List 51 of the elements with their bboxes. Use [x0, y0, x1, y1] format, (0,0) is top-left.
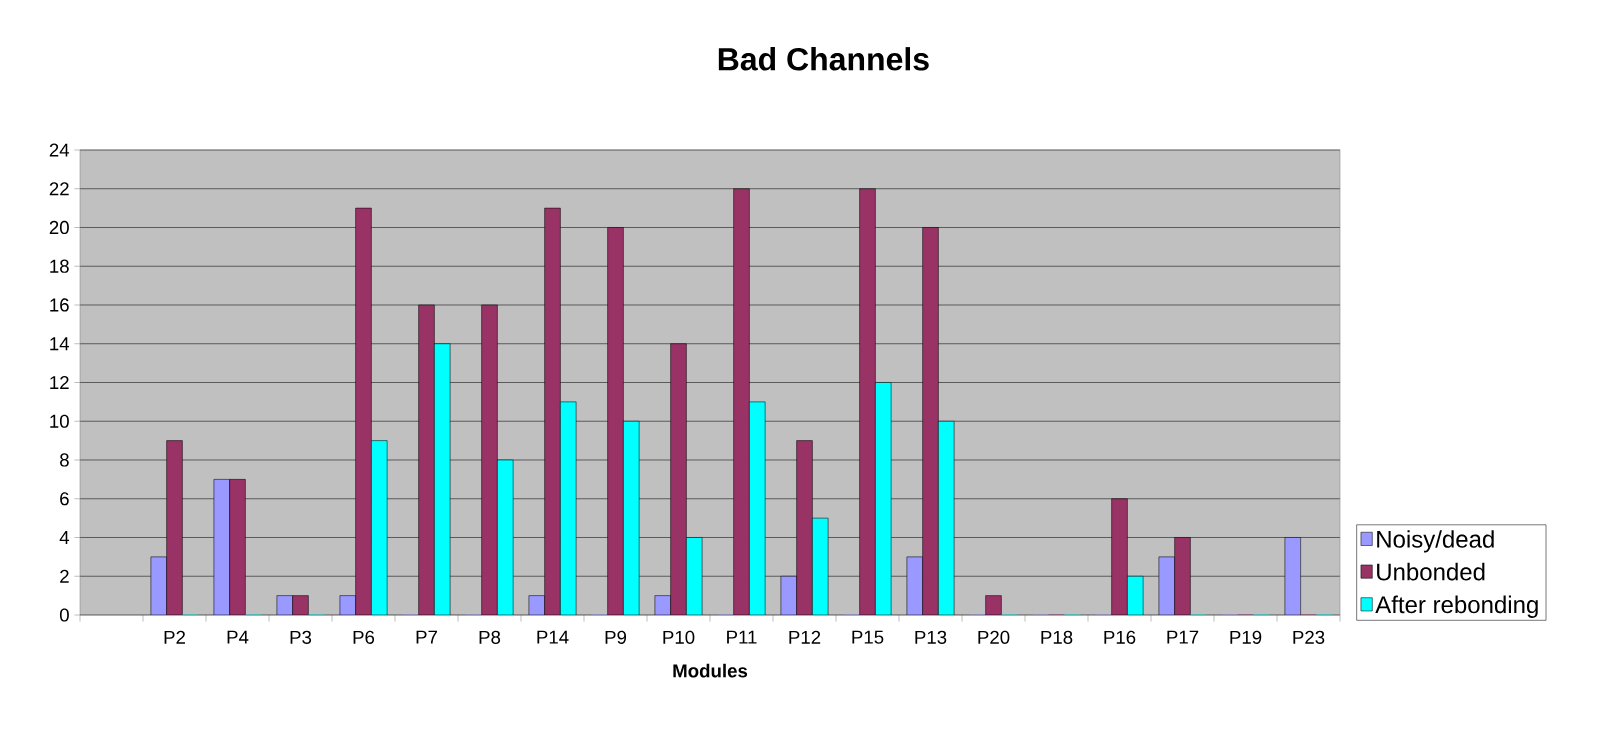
y-tick-label: 22 [49, 182, 69, 196]
x-tick-label: P18 [1041, 630, 1073, 644]
x-tick-label: P2 [164, 630, 185, 644]
bar [1174, 537, 1191, 615]
bar [607, 227, 624, 615]
bar [355, 207, 372, 615]
bar [796, 440, 813, 615]
x-tick-label: P8 [479, 630, 501, 644]
y-tick-label: 18 [50, 259, 69, 273]
bar [733, 188, 750, 615]
x-tick-label: P4 [227, 630, 249, 644]
y-tick-label: 6 [60, 492, 69, 506]
chart-title: Bad Channels [718, 47, 929, 71]
y-tick-label: 10 [50, 414, 69, 428]
x-tick-label: P10 [663, 630, 695, 644]
x-tick-label: P19 [1230, 630, 1262, 644]
bar [544, 207, 561, 615]
x-tick-label: P14 [537, 630, 569, 644]
x-tick-label: P15 [852, 630, 884, 644]
y-tick-label: 2 [60, 569, 69, 583]
bar [166, 440, 183, 615]
bar [859, 188, 876, 615]
x-tick-label: P23 [1293, 630, 1325, 644]
x-tick-label: P11 [727, 630, 757, 644]
y-tick-label: 24 [49, 143, 70, 157]
x-tick-label: P12 [789, 630, 821, 644]
x-tick-label: P7 [416, 630, 437, 644]
y-tick-label: 4 [59, 531, 70, 544]
x-tick-label: P3 [290, 630, 312, 644]
bar [418, 304, 435, 615]
x-tick-label: P6 [353, 630, 375, 644]
bar [229, 479, 246, 615]
y-tick-label: 16 [50, 298, 69, 312]
x-tick-label: P20 [978, 630, 1010, 644]
x-axis-title: Modules [673, 663, 748, 678]
legend-label: After rebonding [1375, 595, 1538, 618]
x-tick-label: P13 [915, 630, 947, 644]
x-tick-label: P16 [1104, 630, 1136, 644]
bar [922, 227, 939, 615]
bar [1111, 498, 1128, 615]
y-tick-label: 0 [59, 608, 69, 622]
y-tick-label: 20 [49, 220, 69, 235]
bar [481, 304, 498, 615]
legend-label: Noisy/dead [1377, 530, 1494, 553]
y-tick-label: 12 [50, 375, 69, 390]
legend-label: Unbonded [1377, 562, 1485, 581]
y-tick-label: 8 [60, 453, 69, 467]
x-tick-label: P9 [605, 630, 627, 644]
y-tick-label: 14 [50, 337, 70, 351]
x-tick-label: P17 [1167, 630, 1199, 644]
bar [670, 343, 687, 615]
